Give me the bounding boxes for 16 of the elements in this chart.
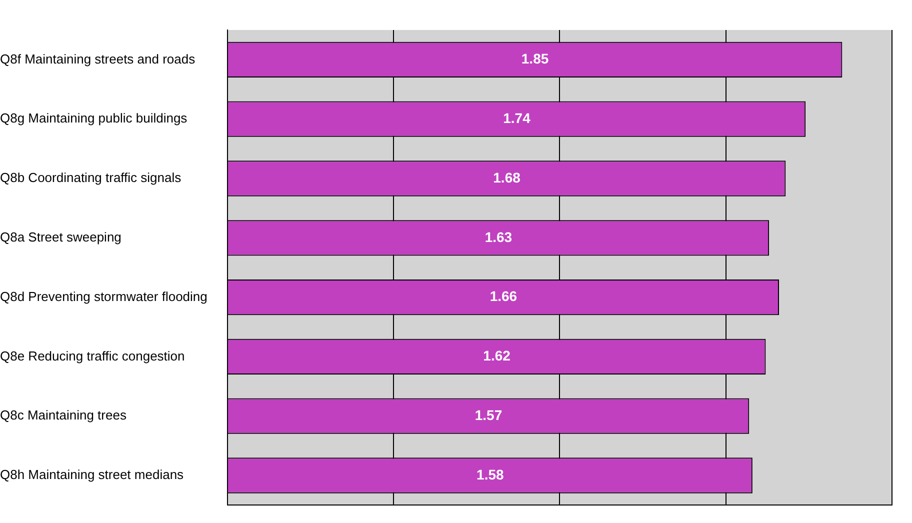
y-tick-label: Q8b Coordinating traffic signals xyxy=(0,170,182,186)
data-label: 1.85 xyxy=(521,50,549,67)
data-label: 1.58 xyxy=(476,466,504,482)
data-label: 1.62 xyxy=(483,348,511,364)
y-tick-label: Q8c Maintaining trees xyxy=(0,408,127,423)
data-label: 1.57 xyxy=(474,406,502,423)
y-tick-label: Q8d Preventing stormwater flooding xyxy=(0,288,208,304)
y-tick-label: Q8e Reducing traffic congestion xyxy=(0,348,185,364)
data-label: 1.63 xyxy=(484,228,512,245)
y-tick-label: Q8g Maintaining public buildings xyxy=(0,110,188,126)
y-tick-label: Q8h Maintaining street medians xyxy=(0,467,184,482)
y-tick-label: Q8f Maintaining streets and roads xyxy=(0,51,196,66)
data-label: 1.74 xyxy=(503,110,531,126)
data-label: 1.66 xyxy=(490,288,518,304)
y-tick-label: Q8a Street sweeping xyxy=(0,229,122,244)
data-label: 1.68 xyxy=(493,169,521,186)
